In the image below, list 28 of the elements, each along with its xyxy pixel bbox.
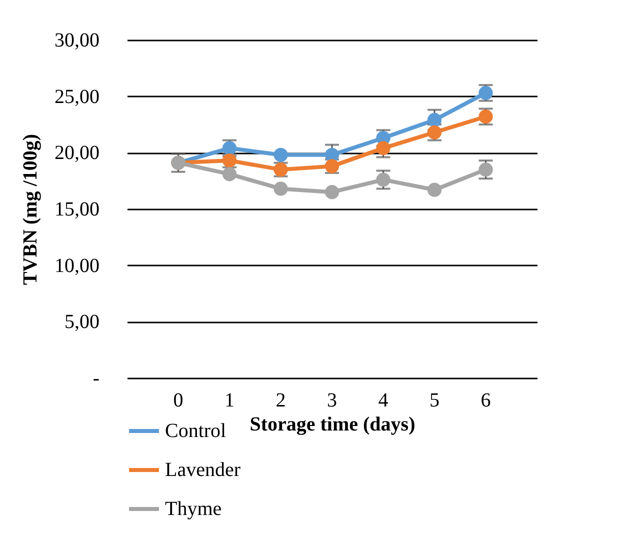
legend-label: Thyme bbox=[165, 498, 222, 520]
legend-label: Lavender bbox=[165, 459, 241, 481]
y-axis-title: TVBN (mg /100g) bbox=[20, 134, 42, 286]
point bbox=[427, 182, 442, 197]
y-tick-label: 15,00 bbox=[54, 198, 100, 220]
point bbox=[274, 148, 288, 162]
x-axis-title: Storage time (days) bbox=[250, 414, 416, 436]
point bbox=[376, 141, 390, 156]
x-tick-label: 0 bbox=[173, 390, 184, 412]
legend-label: Control bbox=[165, 420, 227, 442]
point bbox=[274, 182, 288, 196]
x-tick-label: 1 bbox=[224, 390, 234, 412]
y-tick-label: 30,00 bbox=[54, 30, 100, 52]
x-tick-label: 6 bbox=[480, 390, 491, 412]
y-tick-label: 10,00 bbox=[54, 254, 100, 277]
point bbox=[222, 167, 237, 182]
y-tick-label: - bbox=[92, 368, 100, 390]
x-tick-label: 4 bbox=[378, 390, 388, 412]
x-tick-label: 5 bbox=[430, 390, 440, 412]
y-tick-label: 5,00 bbox=[64, 311, 100, 334]
point bbox=[427, 112, 442, 128]
point bbox=[478, 162, 493, 177]
y-tick-label: 20,00 bbox=[54, 142, 100, 164]
point bbox=[376, 172, 390, 187]
y-tick-label: 25,00 bbox=[54, 86, 100, 108]
x-tick-label: 3 bbox=[327, 390, 337, 412]
x-tick-label: 2 bbox=[276, 390, 286, 412]
point bbox=[324, 185, 340, 200]
